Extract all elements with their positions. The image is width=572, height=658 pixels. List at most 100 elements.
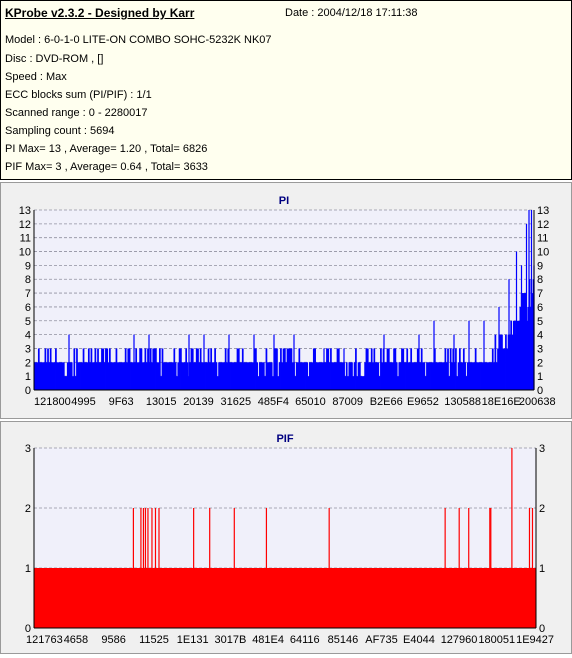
pi-bar: [199, 348, 202, 390]
pi-bar: [305, 362, 307, 390]
pi-bar: [268, 362, 270, 390]
pi-bar: [202, 362, 205, 390]
pi-bar: [460, 362, 463, 390]
pi-bar: [97, 348, 99, 390]
pi-bar: [243, 362, 245, 390]
x-tick-label: 3017B: [215, 634, 247, 646]
pi-bar: [174, 362, 177, 390]
pi-bar: [409, 362, 411, 390]
pi-bar: [405, 362, 407, 390]
pi-bar: [260, 362, 263, 390]
pi-bar: [223, 362, 226, 390]
pi-bar: [157, 362, 160, 390]
pi-bar: [118, 362, 120, 390]
y-tick-label-right: 9: [537, 260, 543, 272]
pi-bar: [252, 362, 255, 390]
pi-bar: [34, 362, 36, 390]
pi-bar: [81, 362, 84, 390]
pi-bar: [147, 348, 149, 390]
pi-bar: [474, 348, 477, 390]
pi-bar: [328, 362, 331, 390]
pi-bar: [281, 362, 284, 390]
pi-bar: [45, 362, 48, 390]
pi-bar: [177, 362, 180, 390]
pi-bar: [82, 348, 85, 390]
y-tick-label-left: 3: [25, 443, 31, 455]
pi-bar: [153, 348, 156, 390]
pi-bar: [368, 362, 370, 390]
pi-bar: [218, 362, 220, 390]
pi-bar: [495, 362, 498, 390]
pi-bar: [72, 376, 74, 390]
pi-bar: [374, 362, 377, 390]
y-tick-label-right: 2: [537, 357, 543, 369]
y-tick-label-right: 10: [537, 247, 549, 259]
pi-bar: [198, 362, 201, 390]
pi-bar: [60, 362, 63, 390]
pi-bar: [168, 362, 170, 390]
pi-bar: [439, 362, 441, 390]
pi-bar: [297, 362, 299, 390]
y-tick-label-right: 7: [537, 288, 543, 300]
pi-bar: [470, 362, 473, 390]
pi-bar: [247, 362, 249, 390]
y-tick-label-right: 13: [537, 205, 549, 217]
pi-bar: [412, 362, 415, 390]
pi-bar: [489, 362, 491, 390]
pi-chart-panel: PI 0 0 1 1 2 2 3 3 4 4 5 5 6 6 7 7 8 8 9 9 10 10 11 11 12 12 13 13 12…: [0, 182, 572, 419]
pi-bar: [491, 348, 494, 390]
x-tick-label: E9652: [407, 396, 439, 408]
pi-bar: [295, 362, 298, 390]
pi-bar: [339, 362, 341, 390]
pi-bar: [115, 348, 118, 390]
pi-bar: [426, 362, 428, 390]
pi-bar: [70, 362, 73, 390]
y-tick-label-right: 4: [537, 330, 543, 342]
pi-bar: [95, 362, 98, 390]
pi-bar: [414, 362, 416, 390]
pi-bar: [424, 376, 427, 390]
pi-bar: [87, 348, 90, 390]
pi-bar: [518, 320, 520, 390]
pi-bar: [444, 348, 447, 390]
pi-bar: [162, 362, 165, 390]
pi-bar: [210, 348, 213, 390]
pi-bar: [334, 362, 336, 390]
pi-bar: [234, 362, 236, 390]
pi-bar: [332, 362, 335, 390]
pi-bar: [347, 376, 349, 390]
x-tick-label: 121800: [34, 396, 71, 408]
pi-bar: [186, 362, 189, 390]
pi-bar: [430, 362, 432, 390]
pi-bar: [251, 362, 253, 390]
pi-bar: [481, 362, 484, 390]
pi-bar: [164, 362, 166, 390]
pi-bar: [391, 362, 394, 390]
pi-bar: [330, 348, 332, 390]
pi-bar: [149, 348, 152, 390]
pi-bar: [435, 362, 438, 390]
y-tick-label-right: 1: [537, 371, 543, 383]
pi-bar: [336, 348, 339, 390]
pi-bar: [512, 320, 515, 390]
pi-bar: [337, 348, 340, 390]
pi-bar: [364, 362, 366, 390]
pi-bar: [335, 362, 338, 390]
pi-bar: [65, 376, 68, 390]
pi-bar: [311, 362, 314, 390]
y-tick-label-left: 7: [25, 288, 31, 300]
pi-bar: [447, 348, 449, 390]
pi-bar: [69, 362, 72, 390]
pi-bar: [137, 362, 140, 390]
pi-bar: [73, 348, 76, 390]
pi-bar: [462, 348, 465, 390]
pi-bar: [126, 362, 128, 390]
pi-bar: [232, 362, 235, 390]
pi-bar: [43, 362, 45, 390]
pi-bar: [310, 362, 313, 390]
pi-bar: [494, 334, 497, 390]
pi-bar: [140, 348, 143, 390]
pi-bar: [319, 362, 322, 390]
pi-bar: [36, 362, 39, 390]
pi-bar: [62, 362, 65, 390]
